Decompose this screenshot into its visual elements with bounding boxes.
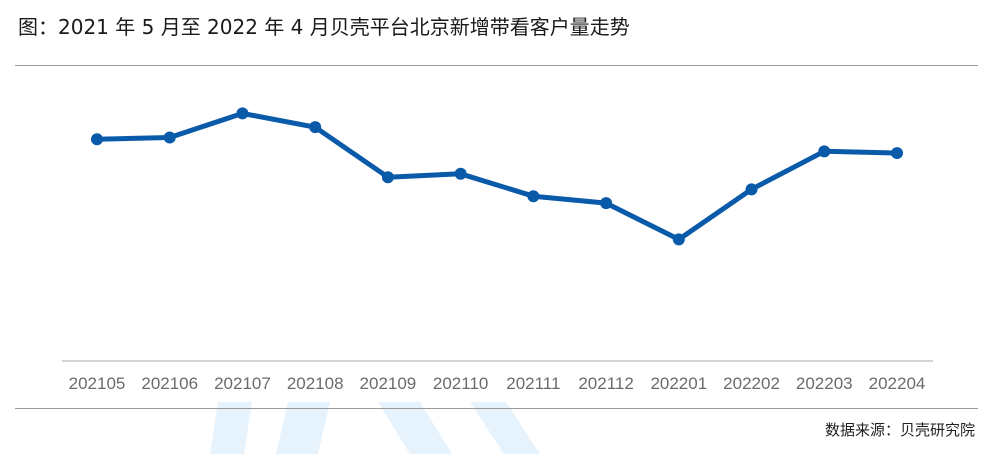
data-point-202105 xyxy=(91,133,103,146)
x-tick-label-202109: 202109 xyxy=(360,374,417,393)
x-tick-label-202204: 202204 xyxy=(869,374,926,393)
watermark-stroke-2 xyxy=(276,402,330,454)
data-point-202111 xyxy=(527,190,540,203)
watermark-stroke-1 xyxy=(210,402,252,454)
data-point-202204 xyxy=(891,147,903,160)
x-tick-label-202105: 202105 xyxy=(69,374,126,393)
data-point-202109 xyxy=(381,171,394,184)
data-point-202203 xyxy=(818,145,831,158)
data-point-202106 xyxy=(163,131,176,144)
footer-divider xyxy=(15,408,978,409)
x-tick-label-202110: 202110 xyxy=(433,374,488,393)
data-point-202112 xyxy=(600,197,613,210)
data-point-202110 xyxy=(454,167,467,180)
x-tick-label-202201: 202201 xyxy=(650,374,707,393)
chart-title: 图：2021 年 5 月至 2022 年 4 月贝壳平台北京新增带看客户量走势 xyxy=(18,15,630,39)
watermark-stroke-3 xyxy=(378,402,452,454)
x-tick-label-202202: 202202 xyxy=(723,374,780,393)
source-note: 数据来源：贝壳研究院 xyxy=(824,421,975,439)
series-group xyxy=(91,107,903,246)
x-tick-label-202111: 202111 xyxy=(506,374,560,393)
data-point-202107 xyxy=(236,107,249,120)
title-divider xyxy=(15,65,978,66)
x-tick-label-202106: 202106 xyxy=(141,374,198,393)
watermark-logo xyxy=(210,402,540,454)
data-point-202201 xyxy=(672,233,685,246)
data-point-202202 xyxy=(745,183,758,196)
x-tick-label-202108: 202108 xyxy=(287,374,344,393)
data-point-202108 xyxy=(309,121,322,134)
series-line xyxy=(94,110,900,242)
x-tick-labels: 202105 202106 202107 202108 202109 202110 2021… xyxy=(69,374,926,393)
x-tick-label-202107: 202107 xyxy=(214,374,271,393)
x-tick-label-202112: 202112 xyxy=(578,374,633,393)
x-tick-label-202203: 202203 xyxy=(796,374,853,393)
watermark-stroke-4 xyxy=(470,402,540,454)
